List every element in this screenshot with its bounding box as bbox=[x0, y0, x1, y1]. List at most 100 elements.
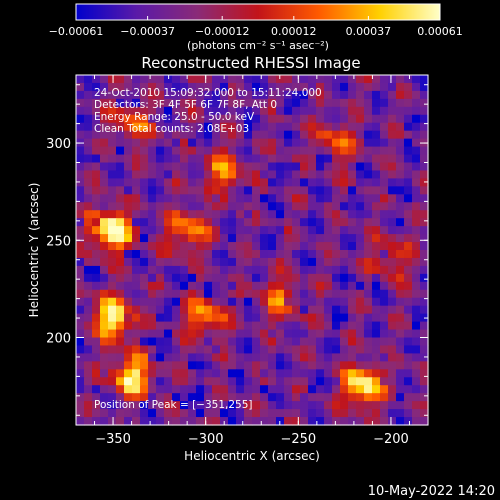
heatmap-cell bbox=[364, 234, 373, 243]
heatmap-cell bbox=[372, 75, 381, 84]
heatmap-cell bbox=[348, 401, 357, 410]
heatmap-cell bbox=[356, 305, 365, 315]
heatmap-cell bbox=[372, 265, 381, 275]
heatmap-cell bbox=[212, 337, 221, 347]
heatmap-cell bbox=[212, 170, 221, 180]
heatmap-cell bbox=[340, 154, 349, 164]
heatmap-cell bbox=[380, 98, 389, 108]
heatmap-cell bbox=[292, 321, 301, 331]
heatmap-cell bbox=[300, 345, 309, 355]
heatmap-cell bbox=[356, 82, 365, 92]
colorbar-tick-label: −0.00061 bbox=[49, 25, 104, 38]
heatmap-cell bbox=[228, 138, 237, 148]
heatmap-cell bbox=[220, 281, 229, 291]
heatmap-cell bbox=[372, 409, 381, 418]
heatmap-cell bbox=[228, 114, 237, 124]
heatmap-cell bbox=[316, 257, 325, 267]
heatmap-cell bbox=[132, 257, 141, 267]
heatmap-cell bbox=[308, 281, 317, 291]
heatmap-cell bbox=[180, 337, 189, 347]
heatmap-cell bbox=[244, 417, 253, 426]
heatmap-cell bbox=[212, 409, 221, 418]
heatmap-cell bbox=[372, 321, 381, 331]
heatmap-cell bbox=[308, 353, 317, 362]
heatmap-cell bbox=[260, 106, 269, 116]
heatmap-cell bbox=[140, 385, 149, 394]
heatmap-cell bbox=[100, 393, 109, 402]
heatmap-cell bbox=[156, 377, 165, 386]
heatmap-cell bbox=[292, 162, 301, 172]
heatmap-cell bbox=[388, 377, 397, 386]
heatmap-cell bbox=[92, 154, 101, 164]
annotation-line: Energy Range: 25.0 - 50.0 keV bbox=[94, 111, 255, 123]
heatmap-cell bbox=[252, 377, 261, 386]
heatmap-cell bbox=[156, 369, 165, 378]
heatmap-cell bbox=[148, 82, 157, 92]
heatmap-cell bbox=[172, 273, 181, 283]
heatmap-cell bbox=[324, 377, 333, 386]
heatmap-cell bbox=[292, 138, 301, 148]
heatmap-cell bbox=[332, 170, 341, 180]
heatmap-cell bbox=[156, 289, 165, 299]
heatmap-cell bbox=[212, 353, 221, 362]
heatmap-cell bbox=[100, 154, 109, 164]
heatmap-cell bbox=[284, 417, 293, 426]
heatmap-cell bbox=[388, 297, 397, 307]
heatmap-cell bbox=[276, 122, 285, 132]
heatmap-cell bbox=[420, 114, 429, 124]
heatmap-cell bbox=[372, 305, 381, 315]
heatmap-cell bbox=[92, 273, 101, 283]
heatmap-cell bbox=[140, 218, 149, 227]
heatmap-cell bbox=[252, 329, 261, 339]
heatmap-cell bbox=[220, 313, 229, 323]
heatmap-cell bbox=[364, 321, 373, 331]
heatmap-cell bbox=[164, 202, 173, 211]
heatmap-cell bbox=[100, 401, 109, 410]
heatmap-cell bbox=[156, 417, 165, 426]
heatmap-cell bbox=[324, 273, 333, 283]
heatmap-cell bbox=[164, 273, 173, 283]
heatmap-cell bbox=[116, 75, 125, 84]
heatmap-cell bbox=[268, 122, 277, 132]
heatmap-cell bbox=[372, 337, 381, 347]
heatmap-cell bbox=[324, 321, 333, 331]
heatmap-cell bbox=[108, 186, 117, 195]
heatmap-cell bbox=[356, 417, 365, 426]
heatmap-cell bbox=[124, 369, 133, 378]
heatmap-cell bbox=[236, 289, 245, 299]
heatmap-cell bbox=[100, 210, 109, 219]
heatmap-cell bbox=[340, 393, 349, 402]
heatmap-cell bbox=[356, 337, 365, 347]
heatmap-cell bbox=[260, 313, 269, 323]
heatmap-cell bbox=[236, 385, 245, 394]
heatmap-cell bbox=[148, 154, 157, 164]
heatmap-cell bbox=[252, 281, 261, 291]
heatmap-cell bbox=[372, 281, 381, 291]
heatmap-cell bbox=[84, 114, 93, 124]
heatmap-cell bbox=[116, 257, 125, 267]
heatmap-cell bbox=[324, 297, 333, 307]
heatmap-cell bbox=[308, 138, 317, 148]
heatmap-cell bbox=[420, 297, 429, 307]
heatmap-cell bbox=[404, 393, 413, 402]
heatmap-cell bbox=[212, 417, 221, 426]
heatmap-cell bbox=[172, 130, 181, 140]
heatmap-cell bbox=[284, 377, 293, 386]
heatmap-cell bbox=[188, 98, 197, 108]
heatmap-cell bbox=[236, 146, 245, 156]
heatmap-cell bbox=[268, 250, 277, 259]
heatmap-cell bbox=[148, 281, 157, 291]
heatmap-cell bbox=[388, 385, 397, 394]
heatmap-cell bbox=[140, 114, 149, 124]
heatmap-cell bbox=[236, 162, 245, 172]
heatmap-cell bbox=[164, 186, 173, 195]
heatmap-cell bbox=[172, 377, 181, 386]
heatmap-cell bbox=[172, 257, 181, 267]
heatmap-cell bbox=[364, 409, 373, 418]
heatmap-cell bbox=[156, 146, 165, 156]
heatmap-cell bbox=[204, 361, 213, 370]
heatmap-cell bbox=[412, 281, 421, 291]
heatmap-cell bbox=[332, 122, 341, 132]
heatmap-cell bbox=[196, 90, 205, 100]
heatmap-cell bbox=[260, 154, 269, 164]
